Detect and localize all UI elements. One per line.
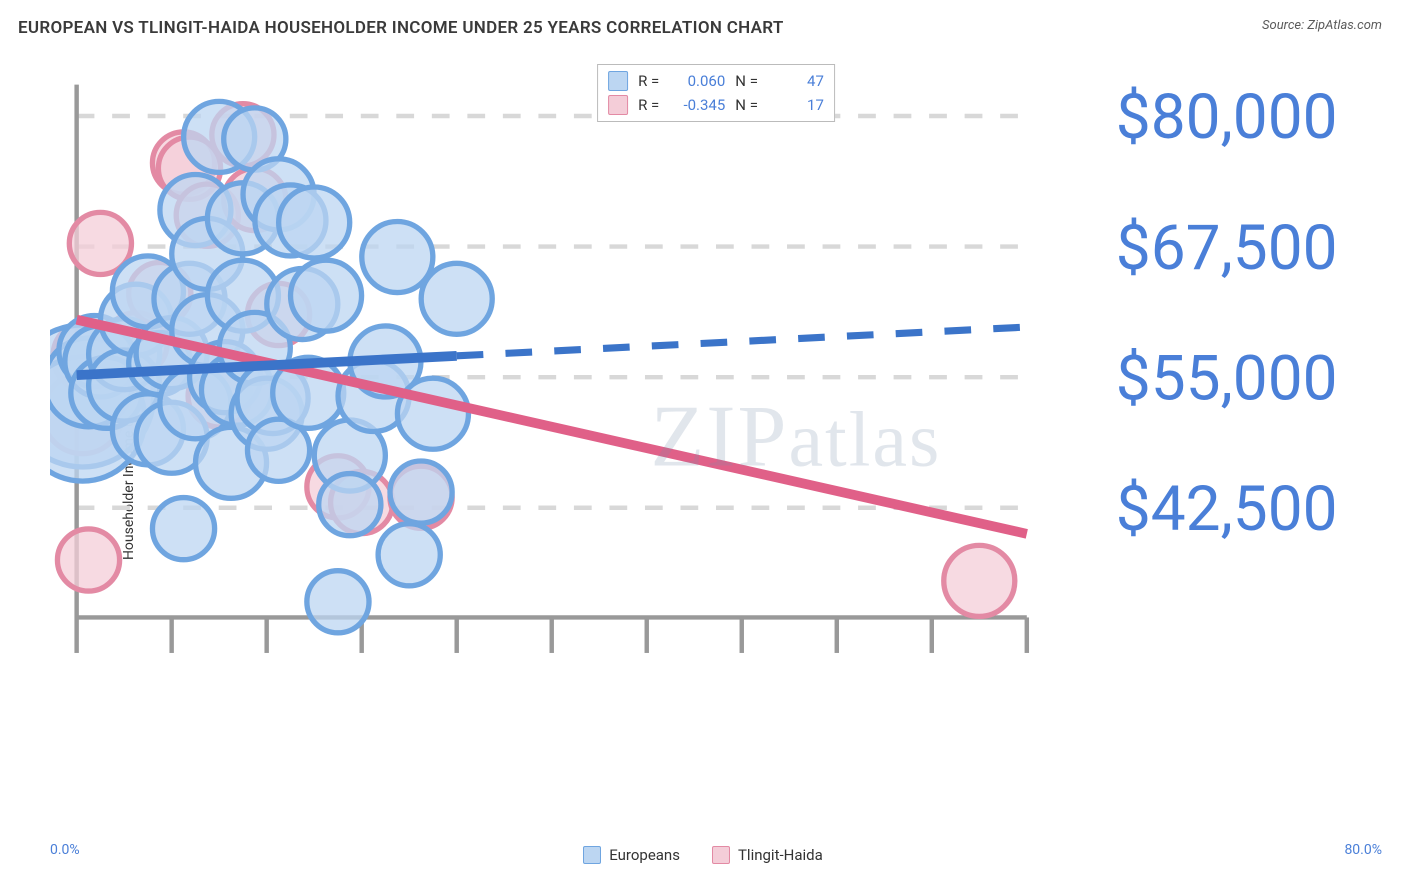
legend-item-tlingit: Tlingit-Haida	[712, 846, 823, 864]
r-value-europeans: 0.060	[669, 72, 725, 90]
legend-label-tlingit: Tlingit-Haida	[738, 846, 823, 864]
stats-row-europeans: R = 0.060 N = 47	[608, 69, 824, 93]
svg-text:$42,500: $42,500	[1116, 473, 1338, 546]
swatch-tlingit	[608, 95, 628, 115]
legend-label-europeans: Europeans	[609, 846, 680, 864]
r-value-tlingit: -0.345	[669, 96, 725, 114]
correlation-chart: Householder Income Under 25 years $42,50…	[50, 58, 1382, 836]
svg-text:$55,000: $55,000	[1116, 342, 1338, 415]
r-label: R =	[638, 96, 659, 114]
n-label: N =	[735, 72, 758, 90]
stats-legend: R = 0.060 N = 47 R = -0.345 N = 17	[597, 64, 835, 122]
n-value-europeans: 47	[768, 72, 824, 90]
page-title: EUROPEAN VS TLINGIT-HAIDA HOUSEHOLDER IN…	[18, 18, 784, 38]
scatter-plot: $42,500 $55,000 $67,500 $80,000	[50, 58, 1382, 724]
svg-text:$67,500: $67,500	[1116, 212, 1338, 285]
source-credit: Source: ZipAtlas.com	[1262, 18, 1382, 33]
r-label: R =	[638, 72, 659, 90]
series-legend: Europeans Tlingit-Haida	[0, 846, 1406, 864]
n-label: N =	[735, 96, 758, 114]
swatch-europeans	[583, 846, 601, 864]
svg-text:$80,000: $80,000	[1116, 81, 1338, 154]
n-value-tlingit: 17	[768, 96, 824, 114]
swatch-tlingit	[712, 846, 730, 864]
stats-row-tlingit: R = -0.345 N = 17	[608, 93, 824, 117]
legend-item-europeans: Europeans	[583, 846, 680, 864]
swatch-europeans	[608, 71, 628, 91]
